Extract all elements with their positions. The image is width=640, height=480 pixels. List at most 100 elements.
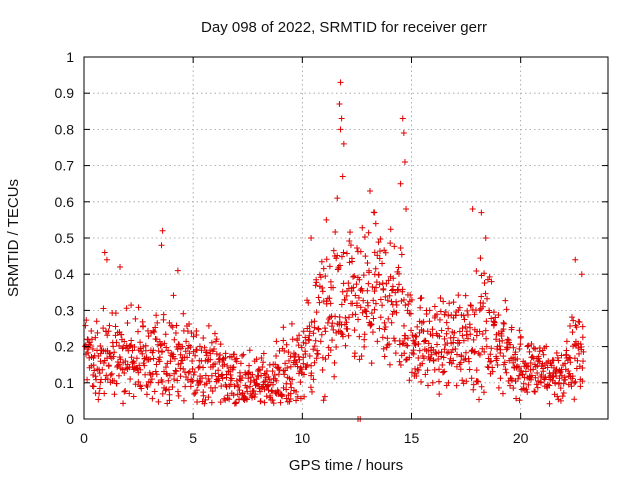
data-point xyxy=(122,358,129,365)
data-point xyxy=(357,304,364,311)
data-point xyxy=(406,377,413,384)
data-point xyxy=(338,301,345,308)
data-point xyxy=(141,362,148,369)
data-point xyxy=(368,360,375,367)
data-point xyxy=(407,291,414,298)
data-point xyxy=(379,334,386,341)
data-point xyxy=(463,328,470,335)
data-point xyxy=(414,323,421,330)
data-point xyxy=(135,304,142,311)
data-point xyxy=(171,355,178,362)
data-point xyxy=(525,381,532,388)
data-point xyxy=(428,351,435,358)
data-point xyxy=(240,351,247,358)
data-point xyxy=(260,350,267,357)
data-point xyxy=(313,309,320,316)
data-point xyxy=(198,347,205,354)
data-point xyxy=(495,384,502,391)
data-point xyxy=(363,313,370,320)
data-point xyxy=(232,356,239,363)
data-point xyxy=(302,348,309,355)
data-point xyxy=(493,355,500,362)
data-point xyxy=(331,373,338,380)
data-point xyxy=(216,359,223,366)
data-point xyxy=(470,386,477,393)
data-point xyxy=(387,226,394,233)
data-point xyxy=(200,334,207,341)
data-point xyxy=(396,358,403,365)
data-point xyxy=(516,397,523,404)
data-point xyxy=(377,314,384,321)
data-point xyxy=(269,397,276,404)
data-point xyxy=(408,296,415,303)
data-point xyxy=(481,280,488,287)
data-point xyxy=(151,328,158,335)
data-point xyxy=(188,330,195,337)
data-point xyxy=(382,249,389,256)
data-point xyxy=(543,343,550,350)
data-point xyxy=(288,384,295,391)
data-point xyxy=(394,286,401,293)
data-point xyxy=(448,360,455,367)
data-point xyxy=(389,283,396,290)
data-point xyxy=(101,249,108,256)
data-point xyxy=(412,333,419,340)
y-tick-label: 1 xyxy=(66,49,74,65)
data-point xyxy=(272,361,279,368)
data-point xyxy=(246,347,253,354)
data-point xyxy=(387,240,394,247)
data-point xyxy=(371,306,378,313)
data-point xyxy=(510,385,517,392)
data-point xyxy=(217,399,224,406)
data-point xyxy=(193,332,200,339)
data-point xyxy=(322,356,329,363)
data-point xyxy=(346,238,353,245)
data-point xyxy=(306,332,313,339)
data-point xyxy=(306,328,313,335)
data-point xyxy=(289,376,296,383)
data-point xyxy=(327,300,334,307)
data-point xyxy=(170,292,177,299)
data-point xyxy=(464,335,471,342)
data-point xyxy=(533,381,540,388)
data-point xyxy=(555,379,562,386)
data-point xyxy=(317,274,324,281)
data-point xyxy=(464,311,471,318)
data-point xyxy=(155,379,162,386)
data-point xyxy=(401,158,408,165)
data-point xyxy=(245,370,252,377)
data-point xyxy=(310,330,317,337)
data-point xyxy=(514,355,521,362)
data-point xyxy=(381,353,388,360)
data-point xyxy=(231,383,238,390)
data-point xyxy=(566,354,572,361)
data-point xyxy=(153,312,160,319)
data-point xyxy=(440,354,447,361)
data-point xyxy=(104,332,111,339)
data-point xyxy=(186,321,193,328)
data-point xyxy=(294,393,301,400)
data-point xyxy=(368,310,375,317)
data-point xyxy=(436,366,443,373)
data-point xyxy=(507,341,514,348)
data-point xyxy=(325,352,332,359)
data-point xyxy=(408,327,415,334)
data-point xyxy=(528,372,535,379)
data-point xyxy=(482,327,489,334)
data-point xyxy=(159,390,166,397)
data-point xyxy=(412,365,419,372)
data-point xyxy=(577,383,584,390)
data-point xyxy=(86,339,93,346)
data-point xyxy=(288,320,295,327)
data-point xyxy=(190,371,197,378)
data-point xyxy=(571,396,578,403)
data-point xyxy=(217,341,224,348)
data-point xyxy=(323,298,330,305)
data-point xyxy=(572,378,579,385)
data-point xyxy=(161,340,168,347)
data-point xyxy=(370,315,377,322)
data-point xyxy=(433,311,440,318)
data-point xyxy=(244,388,251,395)
data-point xyxy=(159,348,166,355)
data-point xyxy=(524,389,531,396)
